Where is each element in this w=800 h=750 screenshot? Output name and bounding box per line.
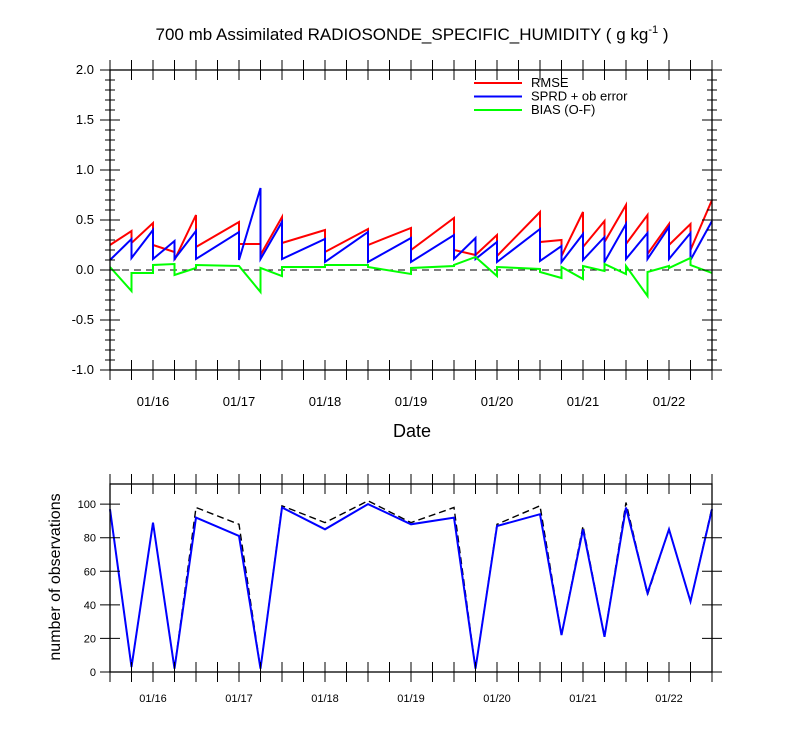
x-tick-label: 01/21 [569,693,597,705]
rmse-sprd-bias-chart: 700 mb Assimilated RADIOSONDE_SPECIFIC_H… [72,24,722,441]
x-tick-label: 01/17 [223,394,256,409]
x-axis-label: Date [393,421,431,441]
x-tick-label: 01/16 [139,693,167,705]
y-tick-label: 1.0 [76,162,94,177]
x-tick-label: 01/18 [309,394,342,409]
legend-label: BIAS (O-F) [531,102,595,117]
x-tick-label: 01/19 [395,394,428,409]
x-tick-label: 01/22 [655,693,683,705]
x-tick-label: 01/20 [481,394,514,409]
y-tick-label: 60 [84,566,96,578]
x-tick-label: 01/18 [311,693,339,705]
plot-frame-observations [109,483,713,673]
x-tick-label: 01/22 [653,394,686,409]
y-axis-label: number of observations [47,493,64,660]
y-tick-label: -0.5 [72,312,94,327]
chart-title-close: ) [658,25,668,44]
x-tick-label: 01/17 [225,693,253,705]
x-tick-label: 01/16 [137,394,170,409]
y-tick-label: 100 [78,499,96,511]
chart-title-text: 700 mb Assimilated RADIOSONDE_SPECIFIC_H… [156,25,649,44]
legend-label: RMSE [531,75,569,90]
observations-chart: number of observations 01/16 01/17 01/18 01… [47,474,722,705]
y-tick-label: 1.5 [76,112,94,127]
y-tick-label: 0 [90,667,96,679]
y-tick-label: 80 [84,533,96,545]
y-tick-label: 40 [84,600,96,612]
x-tick-label: 01/21 [567,394,600,409]
y-tick-label: 0.5 [76,212,94,227]
x-tick-label: 01/20 [483,693,511,705]
y-tick-label: 2.0 [76,62,94,77]
series-line-possible [109,500,713,669]
y-tick-label: 0.0 [76,262,94,277]
y-tick-label: -1.0 [72,362,94,377]
chart-title-exponent: -1 [648,24,658,36]
legend-label: SPRD + ob error [531,89,628,104]
plot-frame [109,69,713,371]
y-tick-label: 20 [84,633,96,645]
series-line-sprd-ob-error [109,187,713,266]
x-tick-label: 01/19 [397,693,425,705]
series-line-used [109,502,713,669]
chart-title: 700 mb Assimilated RADIOSONDE_SPECIFIC_H… [156,24,669,44]
series-line-bias-o-f [109,255,713,300]
